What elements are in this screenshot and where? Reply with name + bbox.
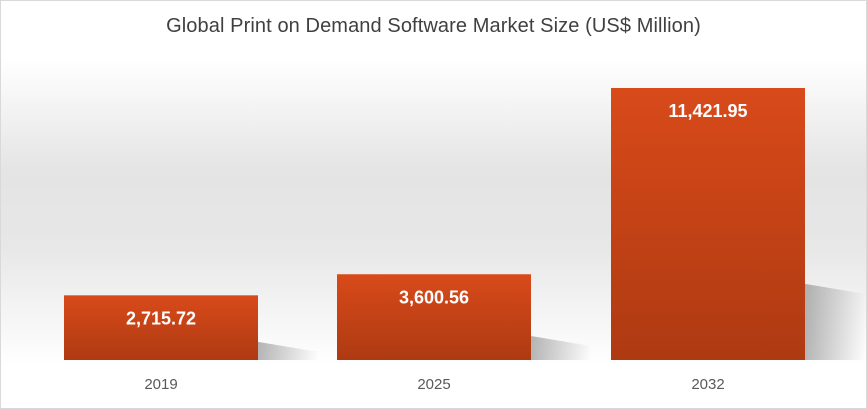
data-label-2025: 3,600.56 <box>399 287 469 307</box>
bar-2019[interactable] <box>64 295 258 360</box>
x-tick-label-2019: 2019 <box>144 376 177 393</box>
bar-shadow <box>805 283 865 360</box>
bar-shadow <box>258 341 318 360</box>
data-label-2032: 11,421.95 <box>668 101 747 121</box>
bar-2025[interactable] <box>337 274 531 360</box>
x-tick-label-2032: 2032 <box>691 376 724 393</box>
bar-shadow <box>531 335 591 360</box>
data-label-2019: 2,715.72 <box>126 308 196 328</box>
bar-2032[interactable] <box>611 88 805 360</box>
chart-title: Global Print on Demand Software Market S… <box>166 15 701 37</box>
x-tick-label-2025: 2025 <box>417 376 450 393</box>
